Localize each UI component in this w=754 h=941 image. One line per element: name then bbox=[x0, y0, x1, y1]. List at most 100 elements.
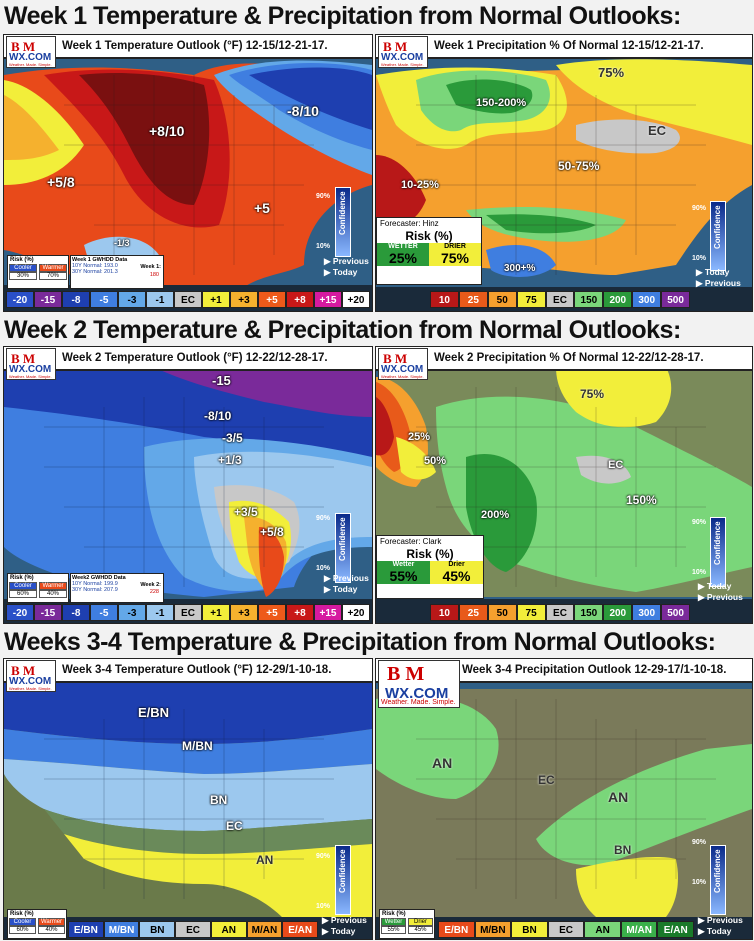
map-label: EC bbox=[538, 773, 555, 787]
confidence-label: Confidence bbox=[713, 521, 722, 565]
temperature-legend: E/BN M/BN BN EC AN M/AN E/AN bbox=[68, 921, 319, 938]
legend-swatch: 50 bbox=[487, 291, 517, 308]
panel-header: Week 1 Temperature Outlook (°F) 12-15/12… bbox=[4, 35, 372, 59]
previous-today-key: ▶ Previous ▶ Today bbox=[322, 915, 367, 936]
confidence-bar bbox=[710, 201, 726, 271]
legend-swatch: 500 bbox=[661, 291, 691, 308]
panel-header: Week 2 Precipitation % Of Normal 12-22/1… bbox=[376, 347, 752, 371]
confidence-high: 90% bbox=[692, 205, 707, 212]
legend-swatch: -20 bbox=[6, 291, 34, 308]
legend-swatch: -1 bbox=[146, 291, 174, 308]
legend-swatch: -1 bbox=[146, 604, 174, 621]
map-label: AN bbox=[256, 853, 274, 867]
map-label: 150-200% bbox=[476, 97, 527, 109]
forecaster-risk-box: Forecaster: Hinz Risk (%) WETTER DRIER 25… bbox=[376, 217, 482, 285]
legend-swatch: +20 bbox=[342, 604, 370, 621]
gwhdd-data-box: Week2 GWHDD Data 10Y Normal: 199.9 30Y N… bbox=[70, 573, 164, 603]
map-label: E/BN bbox=[138, 705, 170, 720]
risk-box: Risk (%) Cooler Warmer 30% 70% bbox=[7, 255, 69, 289]
panel-title: Week 1 Precipitation % Of Normal 12-15/1… bbox=[434, 40, 704, 52]
bamwx-logo: B M WX.COM Weather. Made. Simple. bbox=[6, 36, 56, 68]
legend-swatch: +3 bbox=[230, 604, 258, 621]
map-label: BN bbox=[614, 843, 632, 857]
confidence-high: 90% bbox=[316, 193, 331, 200]
risk-box: Risk (%) Cooler Warmer 60% 40% bbox=[7, 909, 67, 939]
forecaster-risk-box: Forecaster: Clark Risk (%) Wetter Drier 5… bbox=[376, 535, 484, 599]
confidence-low: 10% bbox=[316, 903, 331, 910]
bamwx-logo: B M WX.COM Weather. Made. Simple. bbox=[6, 660, 56, 692]
confidence-low: 10% bbox=[692, 879, 707, 886]
legend-swatch: EC bbox=[174, 291, 202, 308]
week2-precipitation-panel: Week 2 Precipitation % Of Normal 12-22/1… bbox=[375, 346, 753, 624]
confidence-label: Confidence bbox=[338, 849, 347, 893]
map-label: EC bbox=[648, 123, 667, 138]
map-label: +1/3 bbox=[218, 453, 242, 467]
week1-precipitation-panel: Week 1 Precipitation % Of Normal 12-15/1… bbox=[375, 34, 753, 312]
legend-swatch: +8 bbox=[286, 291, 314, 308]
legend-swatch: BN bbox=[139, 921, 176, 938]
panel-title: Week 3-4 Temperature Outlook (°F) 12-29/… bbox=[62, 664, 332, 676]
temperature-legend: -20 -15 -8 -5 -3 -1 EC +1 +3 +5 +8 +15 +20 bbox=[6, 291, 370, 308]
legend-swatch: E/BN bbox=[438, 921, 475, 938]
section-title-week2: Week 2 Temperature & Precipitation from … bbox=[4, 316, 681, 344]
legend-swatch: 150 bbox=[574, 291, 604, 308]
legend-swatch: +1 bbox=[202, 291, 230, 308]
weeks34-temperature-map bbox=[4, 659, 372, 939]
legend-swatch: -15 bbox=[34, 604, 62, 621]
legend-swatch: -3 bbox=[118, 604, 146, 621]
legend-swatch: +20 bbox=[342, 291, 370, 308]
bamwx-logo: B M WX.COM Weather. Made. Simple. bbox=[378, 348, 428, 380]
map-label: AN bbox=[608, 789, 629, 805]
risk-box: Risk (%) Cooler Warmer 60% 40% bbox=[7, 573, 69, 603]
legend-swatch: 10 bbox=[430, 604, 459, 621]
legend-swatch: BN bbox=[511, 921, 548, 938]
legend-swatch: -8 bbox=[62, 291, 90, 308]
legend-swatch: +5 bbox=[258, 604, 286, 621]
confidence-label: Confidence bbox=[338, 191, 347, 235]
map-label: 50% bbox=[424, 455, 447, 467]
confidence-label: Confidence bbox=[338, 517, 347, 561]
map-label: AN bbox=[432, 755, 453, 771]
legend-swatch: -15 bbox=[34, 291, 62, 308]
legend-swatch: -5 bbox=[90, 604, 118, 621]
map-label: -8/10 bbox=[287, 103, 319, 119]
map-label: EC bbox=[608, 459, 624, 471]
confidence-low: 10% bbox=[692, 255, 707, 262]
confidence-high: 90% bbox=[692, 519, 707, 526]
legend-swatch: M/BN bbox=[474, 921, 512, 938]
map-label: BN bbox=[210, 793, 228, 807]
legend-swatch: 75 bbox=[516, 604, 546, 621]
legend-swatch: EC bbox=[545, 604, 575, 621]
legend-swatch: +5 bbox=[258, 291, 286, 308]
legend-swatch: +3 bbox=[230, 291, 258, 308]
confidence-bar bbox=[710, 845, 726, 915]
confidence-bar bbox=[335, 187, 351, 257]
legend-swatch: -5 bbox=[90, 291, 118, 308]
panel-title: Week 2 Temperature Outlook (°F) 12-22/12… bbox=[62, 352, 328, 364]
section-title-week1: Week 1 Temperature & Precipitation from … bbox=[4, 2, 681, 30]
legend-swatch: 50 bbox=[487, 604, 517, 621]
legend-swatch: EC bbox=[175, 921, 211, 938]
legend-swatch: M/AN bbox=[620, 921, 658, 938]
map-label: 10-25% bbox=[401, 179, 439, 191]
confidence-low: 10% bbox=[692, 569, 707, 576]
week2-temperature-panel: Week 2 Temperature Outlook (°F) 12-22/12… bbox=[3, 346, 373, 624]
map-label: +8/10 bbox=[149, 123, 185, 139]
legend-swatch: EC bbox=[174, 604, 202, 621]
legend-swatch: E/AN bbox=[282, 921, 319, 938]
map-label: -3/5 bbox=[222, 431, 243, 445]
confidence-bar bbox=[335, 845, 351, 915]
map-label: +3/5 bbox=[234, 505, 258, 519]
previous-today-key: ▶ Previous ▶ Today bbox=[324, 256, 369, 277]
previous-today-key: ▶ Previous ▶ Today bbox=[324, 573, 369, 594]
panel-header: Week 3-4 Temperature Outlook (°F) 12-29/… bbox=[4, 659, 372, 683]
week1-temperature-panel: Week 1 Temperature Outlook (°F) 12-15/12… bbox=[3, 34, 373, 312]
map-label: 75% bbox=[580, 387, 605, 401]
precipitation-legend: 10 25 50 75 EC 150 200 300 500 bbox=[430, 291, 691, 308]
map-label: 50-75% bbox=[558, 159, 600, 173]
legend-swatch: 10 bbox=[430, 291, 459, 308]
confidence-low: 10% bbox=[316, 243, 331, 250]
temperature-legend: -20 -15 -8 -5 -3 -1 EC +1 +3 +5 +8 +15 +20 bbox=[6, 604, 370, 621]
legend-swatch: AN bbox=[584, 921, 621, 938]
map-label: 25% bbox=[408, 431, 431, 443]
